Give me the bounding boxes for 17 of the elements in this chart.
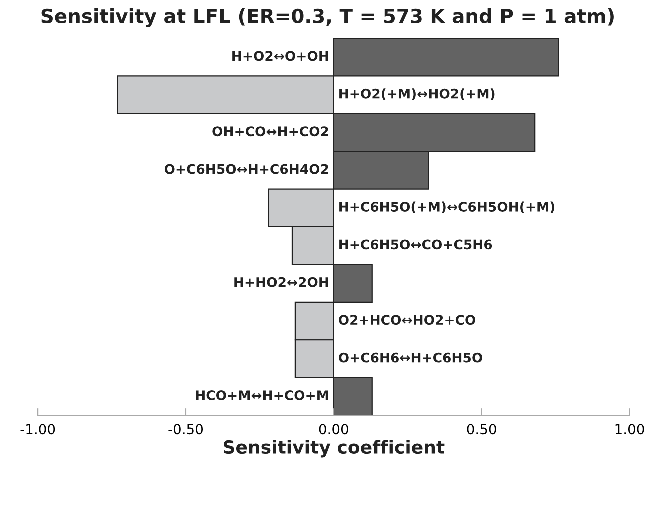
y-tick-label: H+C6H5O(+M)↔C6H5OH(+M)	[340, 202, 555, 214]
x-tick-label: 0.50	[467, 424, 496, 435]
x-tick-label: 1.00	[616, 424, 644, 435]
y-tick-label: H+O2↔O+OH	[232, 51, 328, 62]
y-tick-label: H+C6H5O↔CO+C5H6	[340, 240, 492, 250]
y-tick-label: H+HO2↔2OH	[234, 277, 328, 288]
chart-title: Sensitivity at LFL (ER=0.3, T = 573 K and P = 1 atm)	[42, 8, 614, 28]
y-tick-label: HCO+M↔H+CO+M	[196, 390, 328, 401]
y-tick-label: O2+HCO↔HO2+CO	[339, 315, 476, 326]
x-axis-title: Sensitivity coefficient	[224, 440, 445, 458]
x-tick-label: -1.00	[20, 424, 56, 435]
y-tick-label: OH+CO↔H+CO2	[212, 126, 328, 137]
y-tick-label: H+O2(+M)↔HO2(+M)	[340, 88, 495, 100]
y-tick-label: O+C6H6↔H+C6H5O	[339, 352, 482, 363]
x-tick-label: 0.00	[319, 424, 348, 435]
x-tick-label: -0.50	[168, 424, 204, 435]
y-tick-label: O+C6H5O↔H+C6H4O2	[164, 164, 328, 174]
